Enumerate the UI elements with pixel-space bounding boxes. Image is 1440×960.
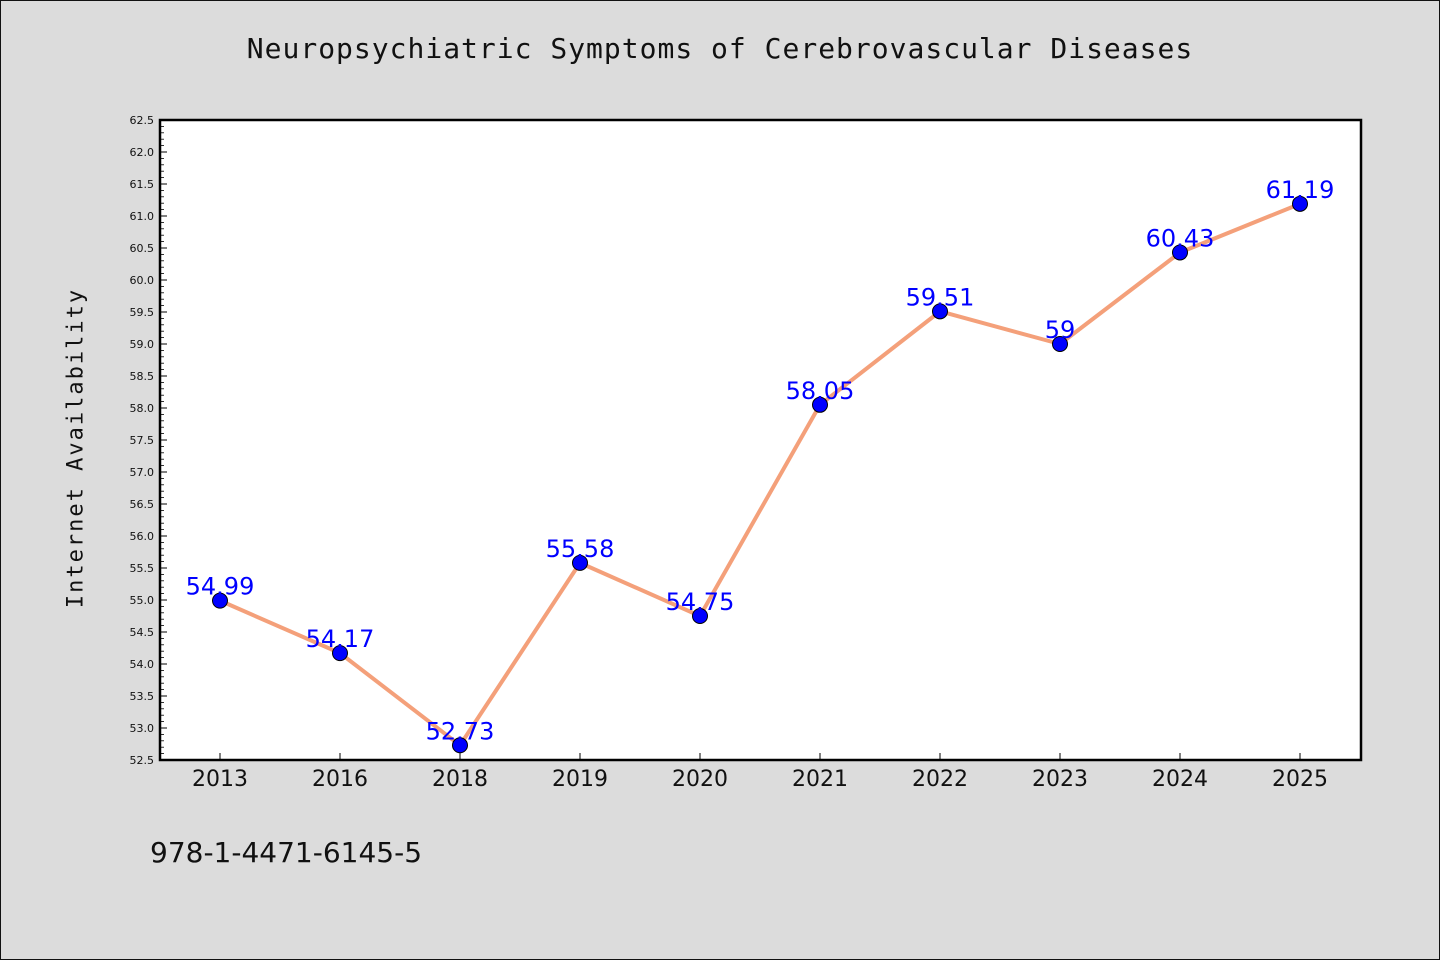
- data-label: 54.17: [306, 625, 375, 653]
- data-point: [1172, 244, 1188, 261]
- chart-title: Neuropsychiatric Symptoms of Cerebrovasc…: [246, 32, 1194, 65]
- x-tick-label: 2016: [312, 767, 368, 792]
- data-label: 55.58: [546, 535, 615, 563]
- data-label: 60.43: [1146, 224, 1215, 252]
- data-point: [932, 303, 948, 320]
- y-tick-label: 62.5: [130, 114, 155, 127]
- data-point: [812, 396, 828, 413]
- footer-isbn: 978-1-4471-6145-5: [150, 836, 423, 869]
- data-label: 58.05: [786, 377, 855, 405]
- y-tick-label: 60.5: [130, 242, 155, 255]
- data-point: [1292, 195, 1308, 212]
- plot-area: [158, 118, 1363, 762]
- x-tick-label: 2024: [1152, 767, 1208, 792]
- y-tick-label: 56.5: [130, 498, 155, 511]
- data-label: 52.73: [426, 717, 495, 745]
- x-tick-label: 2018: [432, 767, 488, 792]
- x-tick-label: 2025: [1272, 767, 1328, 792]
- series-polyline: [218, 201, 1302, 748]
- y-tick-label: 58.0: [130, 402, 155, 415]
- y-tick-label: 58.5: [130, 370, 155, 383]
- data-labels: 54.99 54.17 52.73 55.58 54.75 58.05 59.51 59 60.…: [186, 176, 1335, 745]
- y-tick-label: 57.5: [130, 434, 155, 447]
- y-tick-label: 60.0: [130, 274, 155, 287]
- y-tick-label: 61.5: [130, 178, 155, 191]
- y-tick-label: 56.0: [130, 530, 155, 543]
- x-tick-label: 2019: [552, 767, 608, 792]
- x-tick-label: 2020: [672, 767, 728, 792]
- data-point: [1052, 336, 1068, 352]
- data-label: 59.51: [906, 283, 975, 311]
- y-tick-label: 59.5: [130, 306, 155, 319]
- y-tick-label: 57.0: [130, 466, 155, 479]
- y-tick-label: 62.0: [130, 146, 155, 159]
- data-point: [692, 608, 708, 624]
- series-line: [218, 201, 1302, 748]
- y-tick-label: 61.0: [130, 210, 155, 223]
- y-tick-label: 55.5: [130, 562, 155, 575]
- data-point: [212, 592, 228, 609]
- data-label: 61.19: [1266, 176, 1335, 204]
- x-tick-label: 2013: [192, 767, 248, 792]
- data-point: [572, 554, 588, 571]
- y-tick-label: 53.5: [130, 690, 155, 703]
- y-tick-label: 52.5: [130, 754, 155, 767]
- data-point: [452, 737, 468, 754]
- x-tick-label: 2023: [1032, 767, 1088, 792]
- data-markers: [212, 195, 1308, 754]
- y-tick-label: 55.0: [130, 594, 155, 607]
- y-tick-label: 53.0: [130, 722, 155, 735]
- y-tick-label: 54.5: [130, 626, 155, 639]
- data-label: 54.99: [186, 573, 255, 601]
- x-axis-ticks: 2013 2016 2018 2019 2020 2021 2022 2023 2024 2025: [192, 753, 1328, 792]
- data-label: 54.75: [666, 588, 735, 616]
- x-tick-label: 2021: [792, 767, 848, 792]
- data-point: [332, 645, 348, 662]
- data-label: 59: [1045, 316, 1076, 344]
- y-tick-label: 59.0: [130, 338, 155, 351]
- y-tick-label: 54.0: [130, 658, 155, 671]
- y-axis-ticks: 52.5 53.0 53.5 54.0 54.5 55.0 55.5 56.0 56.5 57.0…: [130, 114, 167, 767]
- x-tick-label: 2022: [912, 767, 968, 792]
